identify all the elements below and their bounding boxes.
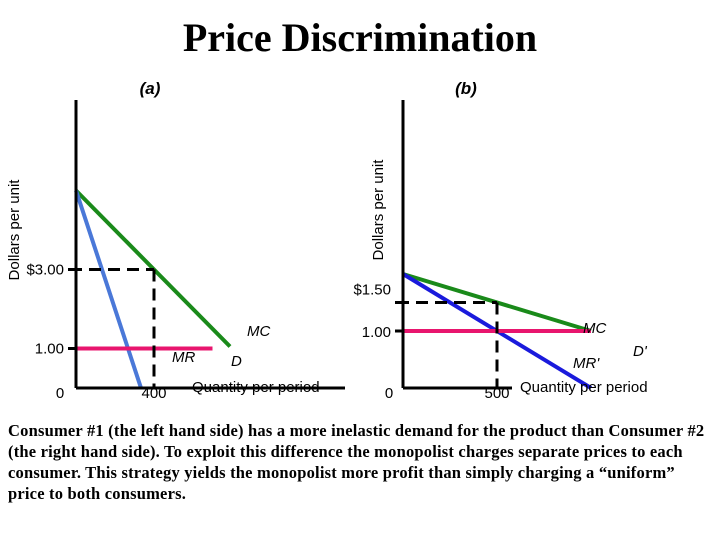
page-title: Price Discrimination bbox=[182, 15, 538, 60]
panel-a-marginal-revenue-label: MR bbox=[172, 349, 195, 366]
panel-a-y-tick-label: $3.00 bbox=[26, 262, 64, 279]
panel-b-x-axis-title: Quantity per period bbox=[520, 379, 648, 396]
panel-a-y-axis-title: Dollars per unit bbox=[6, 179, 23, 281]
panel-a-x-tick-label: 400 bbox=[141, 385, 166, 402]
panel-a-marginal-revenue-line bbox=[74, 189, 143, 389]
panel-b-origin-label: 0 bbox=[385, 385, 393, 402]
price-discrimination-chart: D MR MC $3.00 1.00 400 0 Quantity per period Dol… bbox=[6, 79, 648, 402]
panel-b-y-tick-label: 1.00 bbox=[362, 324, 391, 341]
panel-a-demand-label: D bbox=[231, 353, 242, 370]
panel-b-marginal-cost-label: MC bbox=[583, 320, 606, 337]
panel-a-x-axis-title: Quantity per period bbox=[192, 379, 320, 396]
caption-text: Consumer #1 (the left hand side) has a m… bbox=[8, 421, 705, 503]
panel-b-label: (b) bbox=[455, 79, 477, 98]
panel-a-label: (a) bbox=[140, 79, 161, 98]
panel-a-marginal-cost-label: MC bbox=[247, 323, 270, 340]
panel-b-marginal-revenue-label: MR' bbox=[573, 355, 600, 372]
panel-a-y-tick-label: 1.00 bbox=[35, 341, 64, 358]
panel-b-y-axis-title: Dollars per unit bbox=[370, 159, 387, 261]
panel-b-y-tick-label: $1.50 bbox=[353, 282, 391, 299]
panel-b-demand-label: D' bbox=[633, 343, 648, 360]
panel-a-origin-label: 0 bbox=[56, 385, 64, 402]
panel-b-x-tick-label: 500 bbox=[484, 385, 509, 402]
